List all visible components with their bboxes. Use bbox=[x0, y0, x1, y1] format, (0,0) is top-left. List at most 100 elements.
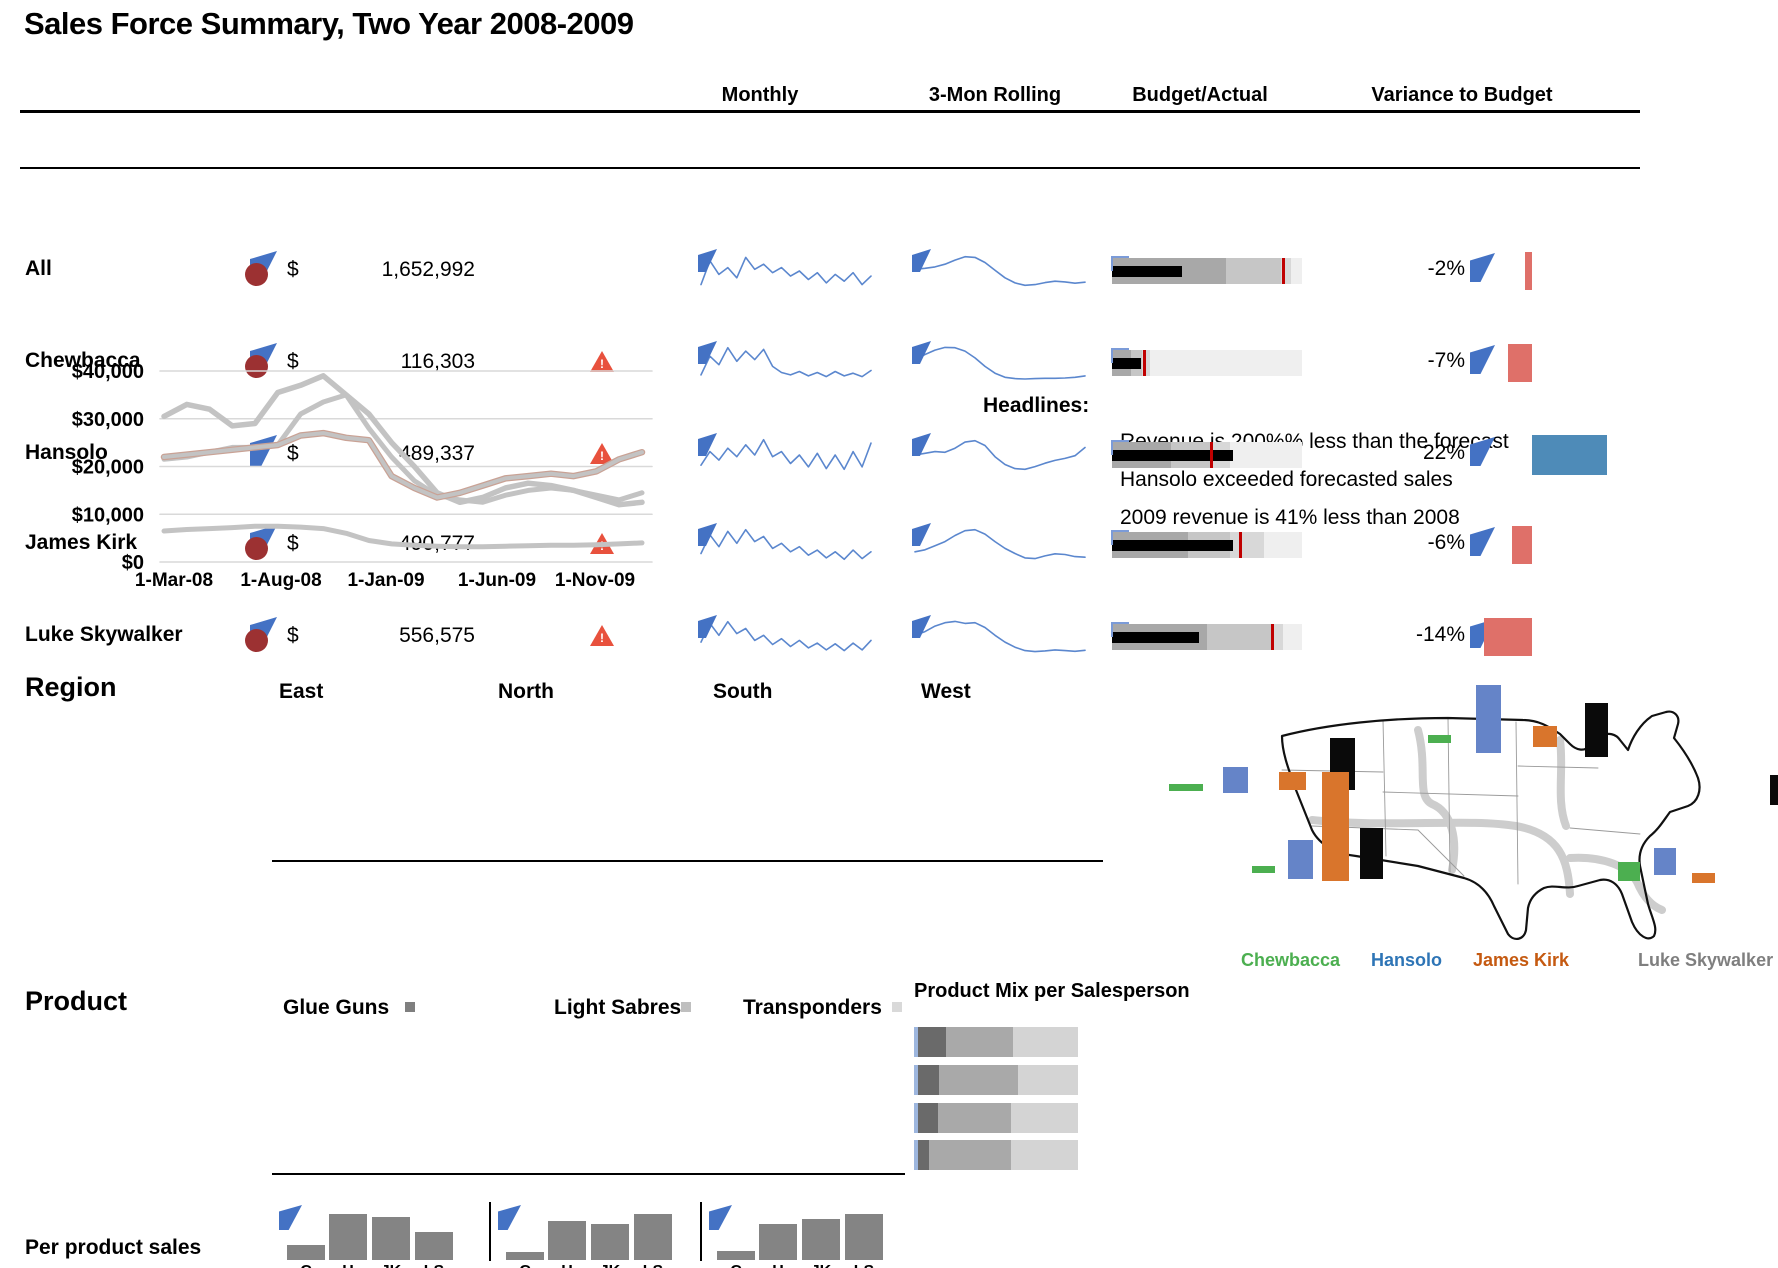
y-axis-tick-label: $40,000 bbox=[72, 361, 144, 383]
variance-value: -7% bbox=[1427, 349, 1465, 372]
mix-segment bbox=[1012, 1027, 1078, 1057]
table-row: Chewbacca$61,225$24,268$22,434$8,377 bbox=[0, 711, 1120, 748]
map-legend-item: Luke Skywalker bbox=[1638, 950, 1774, 970]
monthly-sparkline bbox=[700, 256, 872, 286]
amount-value: 556,575 bbox=[399, 624, 475, 647]
bullet-chart bbox=[1111, 348, 1302, 376]
monthly-sparkline bbox=[700, 438, 872, 471]
y-axis-tick-label: $0 bbox=[122, 552, 144, 574]
variance-value: -6% bbox=[1427, 531, 1465, 554]
currency-symbol: $ bbox=[287, 350, 299, 373]
salesperson-name: James Kirk bbox=[25, 531, 138, 554]
mini-bar bbox=[372, 1217, 410, 1260]
table-total-row: Total$184,710$800,324$667,959 bbox=[0, 1176, 910, 1213]
bullet-actual-bar bbox=[1112, 631, 1200, 643]
x-axis-tick-label: 1-Jun-09 bbox=[458, 570, 536, 591]
mini-chart-axis-line bbox=[700, 1202, 702, 1261]
map-bar-blue bbox=[1223, 767, 1248, 793]
mix-segment bbox=[1011, 1103, 1078, 1133]
mini-bar bbox=[717, 1251, 755, 1260]
bullet-chart bbox=[1111, 622, 1302, 650]
bullet-target-marker bbox=[1209, 442, 1213, 468]
y-axis-tick-label: $10,000 bbox=[72, 504, 144, 526]
map-bar-blue bbox=[1654, 848, 1676, 875]
rolling-sparkline bbox=[914, 528, 1086, 560]
map-bar-orange bbox=[1692, 873, 1715, 883]
x-axis-tick-label: 1-Nov-09 bbox=[555, 570, 635, 591]
table-row: Hansolo$64,532$241,756$183,049 bbox=[0, 1062, 910, 1099]
mix-segment bbox=[929, 1140, 1012, 1170]
rolling-sparkline bbox=[914, 346, 1086, 380]
variance-value: -2% bbox=[1427, 257, 1465, 280]
mix-segment bbox=[1011, 1140, 1078, 1170]
bullet-band bbox=[1207, 624, 1272, 650]
mix-segment bbox=[1018, 1065, 1078, 1095]
map-bar-green bbox=[1252, 866, 1275, 873]
currency-symbol: $ bbox=[287, 442, 299, 465]
bullet-target-marker bbox=[1143, 350, 1147, 376]
currency-symbol: $ bbox=[287, 258, 299, 281]
mix-tick bbox=[914, 1027, 918, 1057]
mini-bar-label: LS bbox=[845, 1263, 883, 1268]
salesperson-name: Luke Skywalker bbox=[25, 623, 183, 646]
warning-exclamation: ! bbox=[600, 631, 604, 645]
bullet-corner-tick bbox=[1111, 440, 1129, 455]
page-title: Sales Force Summary, Two Year 2008-2009 bbox=[24, 6, 634, 41]
region-total-rule bbox=[272, 860, 1103, 862]
column-header-budget: Budget/Actual bbox=[1132, 84, 1268, 106]
column-header-monthly: Monthly bbox=[721, 84, 799, 106]
mini-bar bbox=[634, 1214, 672, 1260]
mini-bar-label: LS bbox=[415, 1263, 453, 1268]
mini-bar-label: JK bbox=[591, 1263, 629, 1268]
variance-bar-negative bbox=[1484, 618, 1532, 656]
mini-bar-label: H bbox=[548, 1263, 586, 1268]
table-row: Luke Skywalker$39,112$284,845$232,618 bbox=[0, 1137, 910, 1174]
salesperson-name: All bbox=[25, 257, 52, 280]
blue-flag-icon bbox=[1470, 527, 1495, 556]
bullet-target-marker bbox=[1282, 258, 1285, 284]
variance-bar-positive bbox=[1532, 435, 1607, 475]
headline-line-2: Hansolo exceeded forecasted sales bbox=[1120, 468, 1453, 491]
table-row: Hansolo $489,337! 22% bbox=[0, 216, 1778, 475]
salesperson-name: Chewbacca bbox=[25, 349, 141, 372]
mix-segment bbox=[918, 1065, 940, 1095]
x-axis-tick-label: 1-Aug-08 bbox=[240, 570, 321, 591]
warning-exclamation: ! bbox=[600, 357, 604, 371]
mix-segment bbox=[946, 1027, 1013, 1057]
warning-icon: ! bbox=[590, 625, 614, 646]
product-column-header: Transponders bbox=[743, 996, 882, 1019]
map-bar-black bbox=[1770, 775, 1778, 805]
salesperson-name: Hansolo bbox=[25, 441, 108, 464]
red-circle-icon bbox=[245, 263, 268, 286]
mini-bar bbox=[415, 1232, 453, 1260]
bullet-band bbox=[1281, 258, 1291, 284]
table-row: Hansolo$87,733$211,431$113,371$76,802 bbox=[0, 748, 1120, 785]
product-mix-bar bbox=[914, 1065, 1078, 1095]
red-circle-icon bbox=[245, 629, 268, 652]
mini-bar-label: H bbox=[759, 1263, 797, 1268]
per-product-sales-label: Per product sales bbox=[25, 1236, 202, 1259]
map-bar-green bbox=[1169, 784, 1203, 791]
x-axis-tick-label: 1-Jan-09 bbox=[347, 570, 424, 591]
table-row: Chewbacca $116,303! -7% bbox=[0, 170, 1778, 382]
mini-bar-label: H bbox=[329, 1263, 367, 1268]
bullet-target-marker bbox=[1270, 624, 1274, 650]
amount-value: 489,337 bbox=[399, 442, 475, 465]
map-legend-item: James Kirk bbox=[1473, 950, 1570, 970]
red-circle-icon bbox=[245, 537, 268, 560]
mini-bar bbox=[759, 1224, 797, 1260]
region-column-header: West bbox=[921, 680, 971, 703]
y-axis-tick-label: $20,000 bbox=[72, 457, 144, 479]
product-column-header: Light Sabres bbox=[554, 996, 682, 1019]
monthly-sparkline bbox=[700, 528, 872, 561]
product-section-title: Product bbox=[25, 986, 128, 1016]
mini-bar bbox=[548, 1221, 586, 1260]
bullet-corner-tick bbox=[1111, 348, 1129, 363]
bullet-actual-bar bbox=[1112, 539, 1233, 551]
mini-bar-label: LS bbox=[634, 1263, 672, 1268]
bullet-corner-tick bbox=[1111, 530, 1129, 545]
bullet-band bbox=[1229, 532, 1264, 558]
monthly-sparkline bbox=[700, 346, 872, 378]
mini-bar bbox=[287, 1245, 325, 1260]
mix-segment bbox=[939, 1065, 1019, 1095]
